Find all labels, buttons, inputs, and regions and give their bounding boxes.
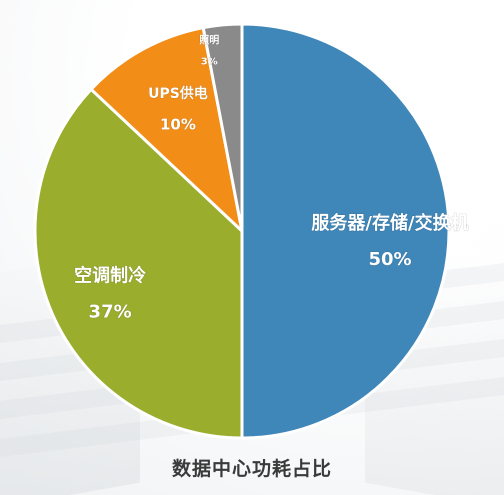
slice-label-server-storage-switch: 服务器/存储/交换机 xyxy=(311,212,468,234)
pie-labels: 服务器/存储/交换机 50% 空调制冷 37% UPS供电 10% 照明 3% xyxy=(74,34,469,323)
pie-slices xyxy=(33,22,451,440)
slice-value-lighting: 3% xyxy=(201,56,218,67)
slice-label-ups-power: UPS供电 xyxy=(148,85,208,102)
slice-value-ups-power: 10% xyxy=(160,116,196,134)
pie-slice-server-storage-switch xyxy=(240,22,451,440)
chart-title: 数据中心功耗占比 xyxy=(171,458,332,480)
slice-value-air-conditioning-cooling: 37% xyxy=(89,302,132,323)
slice-value-server-storage-switch: 50% xyxy=(368,249,411,270)
slice-label-air-conditioning-cooling: 空调制冷 xyxy=(74,265,146,287)
slice-label-lighting: 照明 xyxy=(199,34,219,46)
pie-slice-ups-power xyxy=(89,26,244,233)
pie-slice-air-conditioning-cooling xyxy=(33,87,244,440)
pie-slice-lighting xyxy=(201,22,244,233)
